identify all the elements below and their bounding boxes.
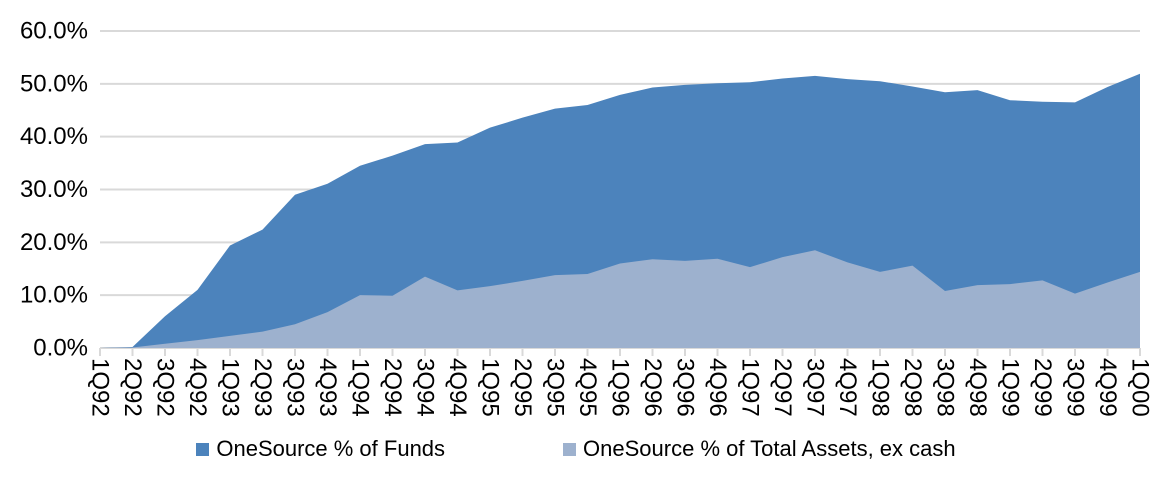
funds-swatch-icon <box>196 442 210 456</box>
x-axis-label: 3Q97 <box>802 358 829 417</box>
y-axis-label: 20.0% <box>20 229 88 256</box>
x-axis-label: 2Q98 <box>899 358 926 417</box>
legend-label-funds: OneSource % of Funds <box>216 436 446 461</box>
x-axis-label: 3Q93 <box>282 358 309 417</box>
y-axis-label: 10.0% <box>20 282 88 309</box>
x-axis-label: 2Q96 <box>639 358 666 417</box>
x-axis-label: 2Q93 <box>249 358 276 417</box>
x-axis-label: 4Q96 <box>704 358 731 417</box>
x-axis-label: 1Q95 <box>477 358 504 417</box>
x-axis-label: 4Q94 <box>444 358 471 417</box>
x-axis-label: 3Q95 <box>542 358 569 417</box>
legend-item-funds: OneSource % of Funds <box>196 438 445 460</box>
assets-swatch-icon <box>563 442 577 456</box>
x-axis-label: 3Q99 <box>1062 358 1089 417</box>
x-axis-label: 1Q98 <box>867 358 894 417</box>
legend: OneSource % of Funds OneSource % of Tota… <box>0 438 1152 460</box>
area-assets <box>100 250 1140 348</box>
y-axis-label: 60.0% <box>20 18 88 45</box>
x-axis-label: 1Q96 <box>607 358 634 417</box>
legend-item-assets: OneSource % of Total Assets, ex cash <box>563 438 956 460</box>
x-axis-label: 4Q93 <box>314 358 341 417</box>
x-axis-label: 1Q92 <box>87 358 114 417</box>
x-axis-label: 2Q97 <box>769 358 796 417</box>
x-axis-label: 1Q94 <box>347 358 374 417</box>
x-axis-label: 3Q94 <box>412 358 439 417</box>
x-axis-label: 2Q94 <box>379 358 406 417</box>
y-axis-label: 40.0% <box>20 123 88 150</box>
x-axis-label: 2Q95 <box>509 358 536 417</box>
y-axis-label: 30.0% <box>20 176 88 203</box>
x-axis-label: 4Q98 <box>964 358 991 417</box>
x-axis-label: 4Q97 <box>834 358 861 417</box>
x-axis-label: 4Q95 <box>574 358 601 417</box>
x-axis-label: 3Q96 <box>672 358 699 417</box>
x-axis-label: 2Q99 <box>1029 358 1056 417</box>
x-axis-label: 2Q92 <box>119 358 146 417</box>
x-axis-label: 4Q99 <box>1094 358 1121 417</box>
x-axis-label: 4Q92 <box>184 358 211 417</box>
x-axis-label: 1Q97 <box>737 358 764 417</box>
legend-label-assets: OneSource % of Total Assets, ex cash <box>583 436 956 461</box>
x-axis-label: 1Q93 <box>217 358 244 417</box>
y-axis-label: 50.0% <box>20 70 88 97</box>
x-axis-label: 1Q00 <box>1127 358 1152 417</box>
y-axis-label: 0.0% <box>33 335 88 362</box>
x-axis-label: 3Q92 <box>152 358 179 417</box>
x-axis-label: 3Q98 <box>932 358 959 417</box>
x-axis-label: 1Q99 <box>997 358 1024 417</box>
